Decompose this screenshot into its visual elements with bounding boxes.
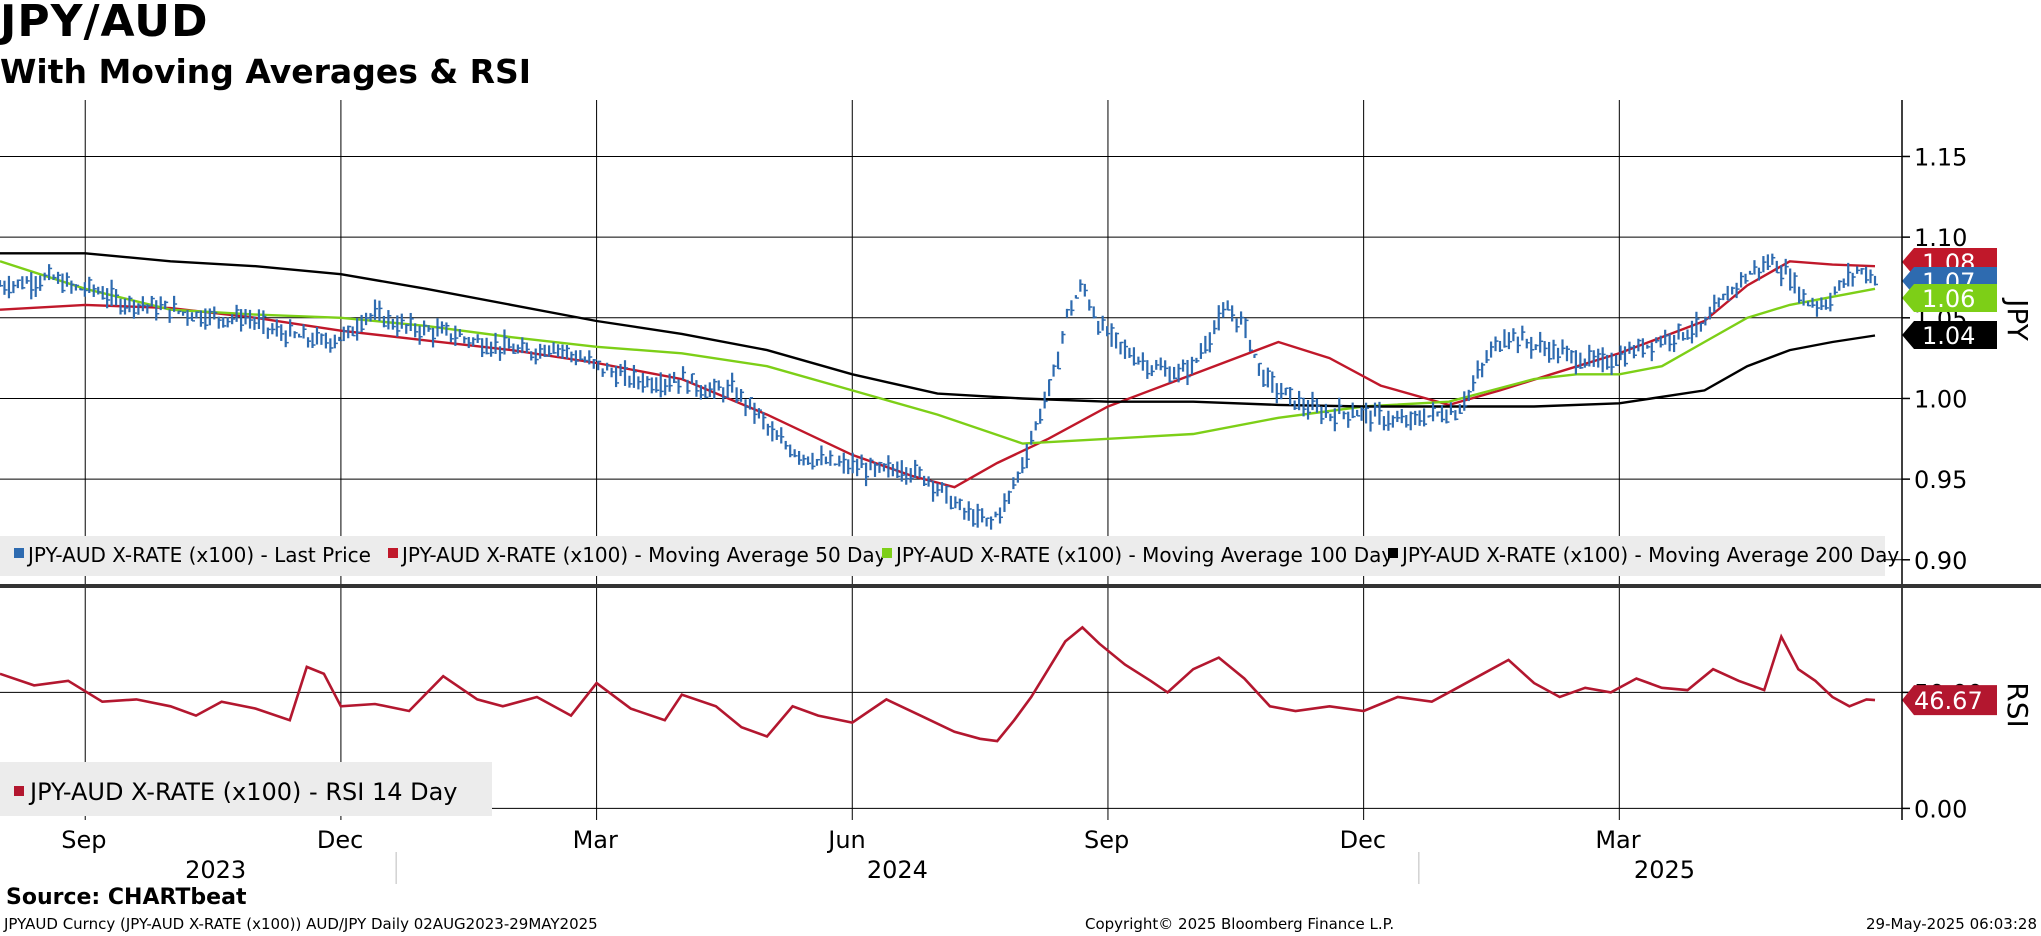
- legend-entry: JPY-AUD X-RATE (x100) - RSI 14 Day: [28, 778, 458, 806]
- legend-swatch: [14, 548, 24, 558]
- x-year-label: 2023: [185, 856, 246, 884]
- chart-title: JPY/AUD: [0, 0, 209, 47]
- source-label: Source: CHARTbeat: [6, 885, 247, 910]
- current-value-tag-ma200: 1.04: [1902, 321, 1997, 350]
- price-ytick-label: 1.10: [1914, 224, 1967, 252]
- legend-entry: JPY-AUD X-RATE (x100) - Moving Average 2…: [1400, 543, 1899, 567]
- rsi-current-label: 46.67: [1914, 687, 1983, 715]
- x-month-label: Sep: [61, 826, 106, 854]
- x-month-label: Dec: [317, 826, 363, 854]
- copyright: Copyright© 2025 Bloomberg Finance L.P.: [1085, 915, 1395, 933]
- price-axis-label: JPY: [2001, 297, 2034, 342]
- legend-entry: JPY-AUD X-RATE (x100) - Moving Average 5…: [400, 543, 887, 567]
- current-value-label: 1.06: [1922, 285, 1975, 313]
- current-value-tag-ma100: 1.06: [1902, 284, 1997, 313]
- legend-entry: JPY-AUD X-RATE (x100) - Moving Average 1…: [894, 543, 1393, 567]
- timestamp: 29-May-2025 06:03:28: [1866, 915, 2037, 933]
- rsi-ytick-label: 0.00: [1914, 795, 1967, 823]
- x-month-label: Dec: [1340, 826, 1386, 854]
- rsi-line: [0, 625, 1876, 743]
- price-ytick-label: 0.95: [1914, 466, 1967, 494]
- x-month-label: Sep: [1084, 826, 1129, 854]
- x-month-label: Jun: [826, 826, 866, 854]
- x-year-label: 2025: [1634, 856, 1695, 884]
- rsi-current-tag: [1902, 685, 1997, 716]
- current-value-label: 1.04: [1922, 322, 1975, 350]
- chart-subtitle: With Moving Averages & RSI: [0, 52, 532, 91]
- ma50-line: [0, 260, 1876, 489]
- series-description: JPYAUD Curncy (JPY-AUD X-RATE (x100)) AU…: [4, 915, 598, 933]
- price-ytick-label: 1.15: [1914, 143, 1967, 171]
- ma100-line: [0, 260, 1876, 445]
- legend-entry: JPY-AUD X-RATE (x100) - Last Price: [26, 543, 371, 567]
- legend-swatch: [14, 786, 24, 796]
- legend-swatch: [882, 548, 892, 558]
- ma200-line: [0, 252, 1876, 408]
- x-month-label: Mar: [1595, 826, 1640, 854]
- price-ytick-label: 0.90: [1914, 547, 1967, 575]
- rsi-axis-label: RSI: [2001, 682, 2034, 728]
- x-year-label: 2024: [867, 856, 928, 884]
- rsi-legend-box: [0, 762, 492, 816]
- legend-swatch: [1388, 548, 1398, 558]
- price-legend-box: [0, 536, 1885, 576]
- legend-swatch: [388, 548, 398, 558]
- price-bars: [0, 253, 1878, 530]
- price-ytick-label: 1.00: [1914, 385, 1967, 413]
- x-month-label: Mar: [573, 826, 618, 854]
